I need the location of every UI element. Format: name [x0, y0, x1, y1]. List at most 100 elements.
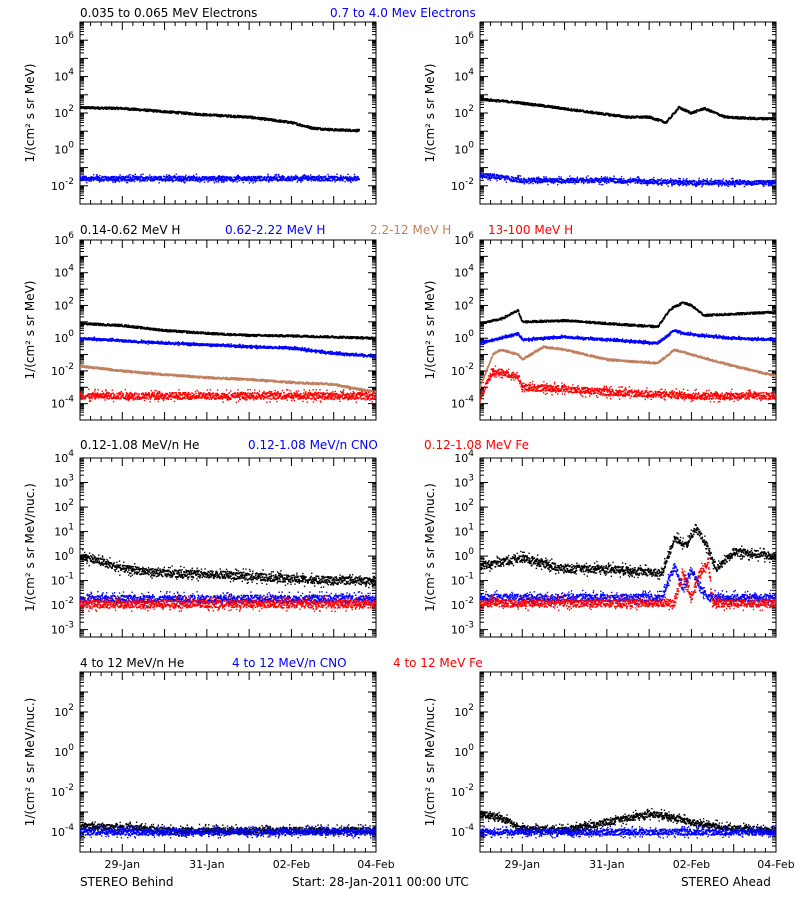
- data-point: [513, 178, 515, 181]
- data-point: [153, 179, 156, 182]
- data-point: [332, 175, 335, 178]
- data-point: [757, 117, 759, 119]
- data-point: [652, 180, 654, 183]
- data-point: [267, 176, 270, 178]
- data-point: [609, 176, 611, 179]
- data-point: [573, 178, 576, 180]
- data-point: [341, 130, 344, 132]
- data-point: [126, 325, 129, 328]
- data-point: [283, 176, 285, 178]
- data-point: [549, 106, 551, 109]
- data-point: [751, 182, 754, 185]
- data-point: [326, 179, 329, 182]
- data-point: [169, 179, 171, 182]
- data-point: [84, 107, 86, 110]
- data-point: [691, 111, 694, 113]
- data-point: [624, 116, 627, 119]
- data-point: [705, 182, 708, 185]
- data-point: [286, 120, 288, 122]
- data-point: [199, 112, 202, 115]
- data-point: [255, 179, 257, 182]
- data-point: [648, 180, 650, 183]
- data-point: [160, 178, 162, 181]
- data-point: [488, 175, 491, 177]
- data-point: [517, 176, 519, 178]
- data-point: [541, 181, 544, 184]
- data-point: [331, 177, 334, 180]
- row-1-legend: 0.14-0.62 MeV H 0.62-2.22 MeV H 2.2-12 M…: [80, 223, 573, 237]
- data-point: [555, 178, 558, 181]
- legend-cno-high: 4 to 12 MeV/n CNO: [232, 656, 347, 670]
- data-point: [131, 177, 134, 179]
- data-point: [241, 178, 244, 181]
- data-point: [605, 178, 607, 181]
- data-point: [91, 107, 94, 109]
- data-point: [719, 181, 722, 183]
- data-point: [310, 126, 313, 128]
- data-point: [101, 175, 103, 178]
- data-point: [623, 181, 626, 184]
- data-point: [745, 182, 748, 185]
- data-point: [296, 124, 299, 127]
- data-point: [318, 179, 321, 182]
- data-point: [688, 110, 690, 113]
- data-point: [289, 178, 291, 181]
- data-point: [619, 114, 621, 117]
- data-point: [656, 181, 659, 183]
- data-point: [555, 105, 558, 108]
- data-point: [329, 127, 331, 130]
- data-point: [118, 176, 120, 178]
- data-point: [93, 176, 96, 179]
- data-point: [159, 177, 162, 179]
- data-point: [305, 176, 308, 178]
- data-point: [264, 176, 266, 178]
- data-point: [697, 183, 700, 186]
- data-point: [648, 115, 651, 118]
- data-point: [177, 177, 179, 179]
- data-point: [687, 182, 689, 184]
- series-black: [480, 97, 776, 124]
- data-point: [708, 110, 710, 112]
- data-point: [201, 175, 204, 178]
- data-point: [196, 179, 198, 181]
- data-point: [320, 176, 323, 178]
- data-point: [562, 181, 565, 184]
- data-point: [335, 176, 338, 178]
- data-point: [518, 174, 520, 177]
- data-point: [321, 177, 323, 180]
- data-point: [538, 181, 540, 184]
- data-point: [89, 180, 91, 182]
- data-point: [758, 182, 761, 184]
- data-point: [528, 177, 530, 180]
- data-point: [159, 175, 161, 178]
- data-point: [567, 180, 569, 182]
- data-point: [523, 177, 525, 180]
- data-point: [250, 179, 253, 181]
- data-point: [609, 113, 611, 115]
- data-point: [156, 177, 159, 179]
- data-point: [648, 116, 650, 119]
- data-point: [321, 176, 324, 179]
- data-point: [669, 117, 671, 120]
- data-point: [573, 181, 575, 183]
- data-point: [135, 175, 137, 178]
- data-point: [480, 176, 482, 178]
- data-point: [772, 181, 775, 183]
- data-point: [608, 114, 610, 117]
- data-point: [711, 183, 714, 186]
- data-point: [289, 179, 292, 182]
- data-point: [357, 176, 359, 178]
- data-point: [519, 101, 522, 103]
- data-point: [622, 178, 625, 180]
- data-point: [120, 180, 123, 182]
- data-point: [512, 180, 515, 183]
- data-point: [583, 181, 585, 184]
- data-point: [629, 181, 632, 184]
- data-point: [287, 177, 289, 180]
- data-point: [255, 177, 258, 179]
- data-point: [542, 178, 545, 181]
- data-point: [187, 112, 190, 114]
- data-point: [163, 178, 165, 181]
- data-point: [572, 180, 575, 182]
- data-point: [98, 177, 101, 179]
